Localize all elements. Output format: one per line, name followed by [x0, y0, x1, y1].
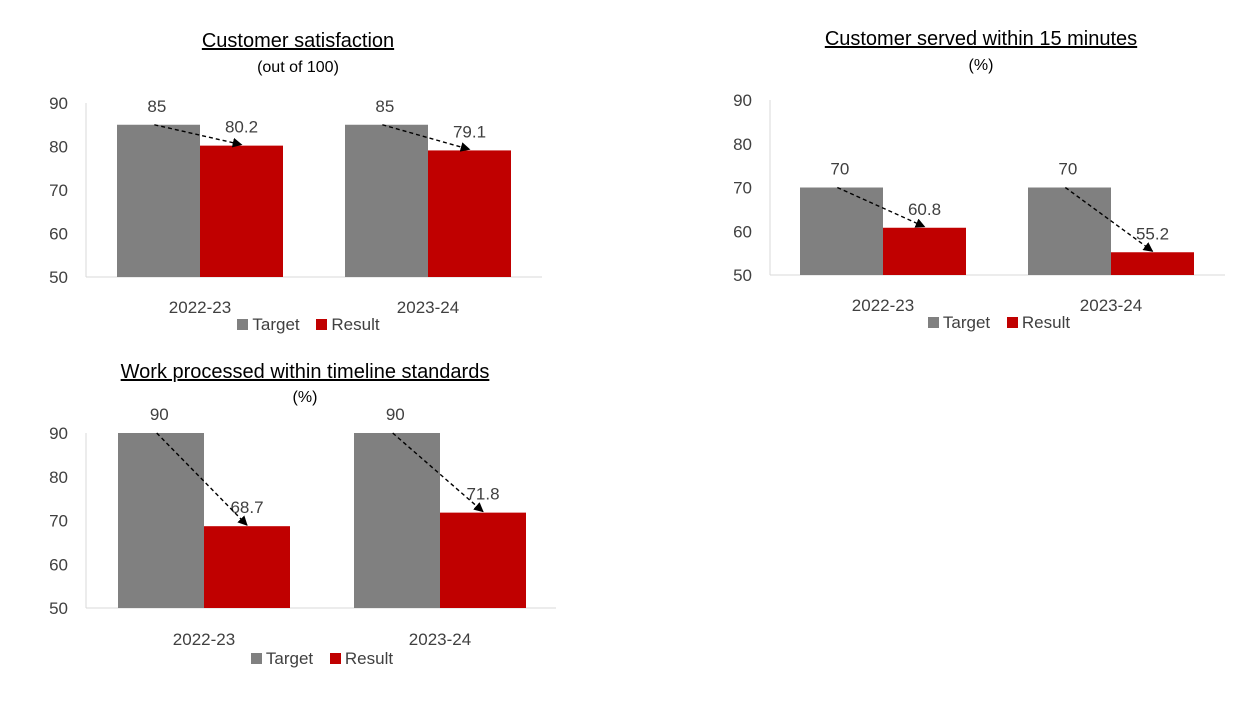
chart-customer-served: Customer served within 15 minutes (%) 50… [690, 0, 1257, 345]
change-arrow [1064, 186, 1154, 252]
y-tick-label: 50 [49, 268, 68, 287]
legend-item-result: Result [316, 315, 380, 335]
chart-customer-satisfaction: Customer satisfaction (out of 100) 50 60 7… [0, 0, 600, 345]
chart-plot: 50 60 70 80 90 90 68.7 2022-23 90 71.8 2023-24 [49, 405, 556, 649]
legend-swatch-result [1006, 317, 1018, 328]
data-label-result: 71.8 [466, 485, 499, 504]
y-tick-label: 80 [733, 135, 752, 154]
data-label-target: 70 [830, 160, 849, 179]
y-tick-label: 60 [733, 222, 752, 241]
data-label-result: 80.2 [225, 118, 258, 137]
legend-label-target: Target [252, 315, 300, 334]
legend-swatch-result [316, 319, 328, 330]
legend-item-result: Result [1006, 313, 1071, 333]
chart-title: Customer served within 15 minutes [824, 28, 1138, 50]
data-label-target: 70 [1058, 160, 1077, 179]
legend-item-target: Target [237, 315, 300, 335]
y-tick-label: 70 [733, 179, 752, 198]
y-tick-label: 80 [49, 468, 68, 487]
change-arrow [392, 432, 484, 513]
category-label: 2022-23 [173, 630, 235, 649]
legend-item-target: Target [250, 649, 314, 669]
chart-subtitle: (%) [968, 57, 994, 74]
change-arrow [154, 124, 243, 148]
legend-item-result: Result [329, 649, 394, 669]
change-arrow [837, 186, 926, 228]
data-label-target: 90 [150, 405, 169, 424]
chart-plot: 50 60 70 80 90 85 80.2 2022-23 85 79.1 2023-24 [49, 94, 542, 317]
category-label: 2022-23 [169, 298, 231, 317]
y-tick-label: 90 [733, 91, 752, 110]
bar-result-2022-23 [883, 227, 966, 275]
bar-result-2023-24 [428, 150, 511, 277]
data-label-result: 79.1 [453, 122, 486, 141]
y-tick-label: 50 [49, 599, 68, 618]
bar-target-2023-24 [345, 124, 428, 277]
legend-swatch-target [250, 653, 262, 664]
data-label-target: 90 [386, 405, 405, 424]
chart-work-processed: Work processed within timeline standards… [0, 350, 600, 695]
category-label: 2022-23 [852, 296, 914, 315]
data-label-result: 60.8 [908, 200, 941, 219]
chart-plot: 50 60 70 80 90 70 60.8 2022-23 70 55.2 2023-24 [733, 91, 1225, 315]
bar-result-2022-23 [204, 526, 290, 608]
y-tick-label: 60 [49, 555, 68, 574]
bar-result-2022-23 [200, 145, 283, 277]
y-tick-label: 80 [49, 138, 68, 157]
bar-result-2023-24 [1111, 252, 1194, 275]
legend-swatch-result [329, 653, 341, 664]
y-tick-label: 50 [733, 266, 752, 285]
legend-label-result: Result [331, 315, 380, 334]
y-tick-label: 70 [49, 181, 68, 200]
change-arrow [156, 432, 248, 526]
legend-swatch-target [237, 319, 249, 330]
bar-target-2022-23 [800, 187, 883, 275]
chart-legend: Target Result [0, 649, 644, 669]
chart-title: Customer satisfaction [201, 30, 395, 52]
y-tick-label: 90 [49, 94, 68, 113]
chart-subtitle: (%) [292, 389, 318, 406]
bar-target-2022-23 [117, 124, 200, 277]
y-tick-label: 60 [49, 225, 68, 244]
chart-legend: Target Result [690, 313, 1257, 333]
bar-target-2022-23 [118, 433, 204, 608]
data-label-result: 55.2 [1136, 224, 1169, 243]
category-label: 2023-24 [1080, 296, 1142, 315]
bar-target-2023-24 [354, 433, 440, 608]
legend-label-target: Target [265, 649, 314, 668]
legend-label-result: Result [344, 649, 394, 668]
data-label-target: 85 [147, 97, 166, 116]
chart-legend: Target Result [0, 315, 617, 335]
chart-subtitle: (out of 100) [257, 59, 339, 76]
chart-title: Work processed within timeline standards [120, 361, 490, 383]
legend-item-target: Target [927, 313, 991, 333]
y-tick-label: 70 [49, 512, 68, 531]
data-label-target: 85 [375, 97, 394, 116]
legend-label-target: Target [942, 313, 991, 332]
legend-label-result: Result [1021, 313, 1071, 332]
category-label: 2023-24 [397, 298, 459, 317]
bar-result-2023-24 [440, 512, 526, 608]
data-label-result: 68.7 [230, 498, 263, 517]
bar-target-2023-24 [1028, 187, 1111, 275]
legend-swatch-target [927, 317, 939, 328]
change-arrow [382, 124, 471, 152]
y-tick-label: 90 [49, 424, 68, 443]
category-label: 2023-24 [409, 630, 471, 649]
